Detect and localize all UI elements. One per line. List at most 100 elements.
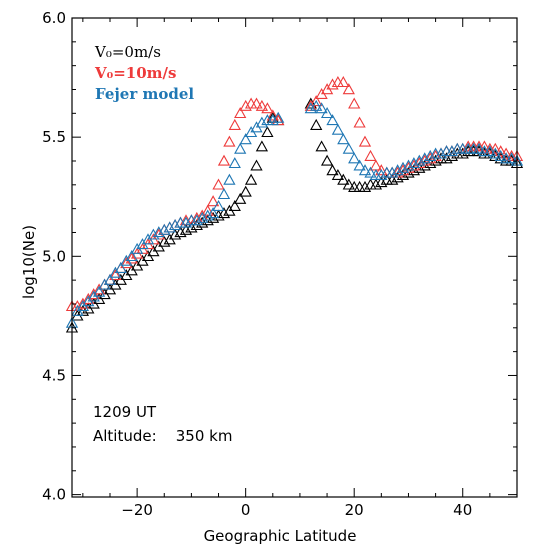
marker-fejer <box>364 166 377 178</box>
marker-v0-0 <box>386 173 399 185</box>
marker-fejer <box>212 199 225 211</box>
marker-fejer <box>152 226 165 238</box>
marker-v0-10 <box>489 142 502 154</box>
marker-v0-0 <box>250 159 263 171</box>
marker-v0-0 <box>337 173 350 185</box>
marker-v0-10 <box>206 195 220 207</box>
marker-v0-10 <box>255 99 269 111</box>
marker-v0-10 <box>353 116 366 128</box>
marker-v0-10 <box>212 178 225 190</box>
marker-v0-10 <box>375 164 388 176</box>
marker-fejer <box>320 106 334 119</box>
x-axis-title: Geographic Latitude <box>204 527 357 545</box>
marker-fejer <box>391 164 404 176</box>
data-markers <box>65 75 524 333</box>
marker-v0-0 <box>244 173 258 185</box>
marker-v0-10 <box>342 83 355 95</box>
marker-fejer <box>163 221 176 233</box>
marker-v0-10 <box>201 204 214 216</box>
marker-v0-10 <box>239 99 252 111</box>
marker-fejer <box>206 207 220 219</box>
marker-v0-0 <box>234 192 247 204</box>
marker-v0-10 <box>326 78 339 90</box>
legend: V₀=0m/s V₀=10m/s Fejer model <box>94 43 194 103</box>
marker-fejer <box>147 228 160 240</box>
marker-fejer <box>342 142 355 154</box>
marker-v0-10 <box>364 149 377 161</box>
marker-v0-0 <box>320 154 334 166</box>
plot-frame <box>71 17 518 498</box>
marker-v0-0 <box>212 209 225 221</box>
marker-fejer <box>103 273 117 285</box>
y-tick-label: 5.0 <box>42 247 66 265</box>
marker-fejer <box>396 161 410 173</box>
y-tick-label: 4.5 <box>42 366 66 384</box>
marker-fejer <box>402 159 415 171</box>
marker-fejer <box>445 145 459 157</box>
marker-v0-10 <box>310 95 323 107</box>
annotation-block: 1209 UT Altitude: 350 km <box>93 403 232 445</box>
marker-fejer <box>483 145 497 157</box>
marker-fejer <box>348 152 361 164</box>
marker-v0-10 <box>234 106 247 119</box>
marker-fejer <box>190 214 203 226</box>
annotation-ut: 1209 UT <box>93 403 157 421</box>
marker-fejer <box>234 142 247 154</box>
marker-fejer <box>315 102 328 114</box>
marker-fejer <box>223 173 236 185</box>
marker-fejer <box>310 99 323 111</box>
marker-fejer <box>266 114 279 126</box>
marker-fejer <box>168 218 182 231</box>
marker-v0-10 <box>228 118 241 130</box>
marker-v0-10 <box>358 135 372 147</box>
marker-v0-0 <box>369 178 383 190</box>
x-tick-label: 40 <box>453 501 472 519</box>
marker-fejer <box>353 159 366 171</box>
marker-v0-0 <box>174 226 187 238</box>
marker-v0-0 <box>331 168 345 180</box>
marker-fejer <box>337 133 350 145</box>
axis-ticks: −20 0 20 40 4.0 4.5 5.0 5.5 6.0 <box>42 9 518 519</box>
marker-v0-0 <box>375 176 388 188</box>
marker-v0-0 <box>217 207 231 219</box>
y-tick-label: 5.5 <box>42 128 66 146</box>
marker-v0-0 <box>179 223 193 235</box>
marker-fejer <box>375 168 388 180</box>
marker-v0-0 <box>315 140 328 152</box>
marker-fejer <box>434 147 448 159</box>
legend-entry-v0-10: V₀=10m/s <box>94 64 176 82</box>
marker-v0-0 <box>310 118 323 130</box>
marker-v0-0 <box>342 178 355 190</box>
marker-v0-10 <box>478 140 491 152</box>
marker-fejer <box>505 152 518 164</box>
marker-fejer <box>413 154 426 166</box>
marker-fejer <box>418 152 431 164</box>
x-tick-label: 0 <box>241 501 251 519</box>
marker-v0-10 <box>223 135 236 147</box>
marker-fejer <box>407 157 421 169</box>
marker-fejer <box>228 157 241 169</box>
marker-fejer <box>272 111 285 123</box>
y-tick-label: 4.0 <box>42 486 66 504</box>
marker-fejer <box>494 149 507 161</box>
marker-v0-0 <box>168 228 182 240</box>
marker-v0-10 <box>499 147 513 159</box>
marker-fejer <box>386 166 399 178</box>
legend-entry-fejer: Fejer model <box>95 85 194 103</box>
marker-v0-0 <box>304 97 317 109</box>
marker-v0-10 <box>337 75 350 88</box>
marker-fejer <box>424 149 437 161</box>
marker-v0-10 <box>266 109 279 121</box>
marker-v0-0 <box>326 164 339 176</box>
marker-fejer <box>125 249 138 262</box>
marker-fejer <box>196 211 209 223</box>
x-tick-label: −20 <box>121 501 153 519</box>
marker-fejer <box>326 114 339 126</box>
marker-v0-0 <box>158 235 171 247</box>
marker-fejer <box>358 164 372 176</box>
x-tick-label: 20 <box>345 501 364 519</box>
marker-v0-10 <box>217 154 231 166</box>
annotation-altitude: Altitude: 350 km <box>93 427 232 445</box>
